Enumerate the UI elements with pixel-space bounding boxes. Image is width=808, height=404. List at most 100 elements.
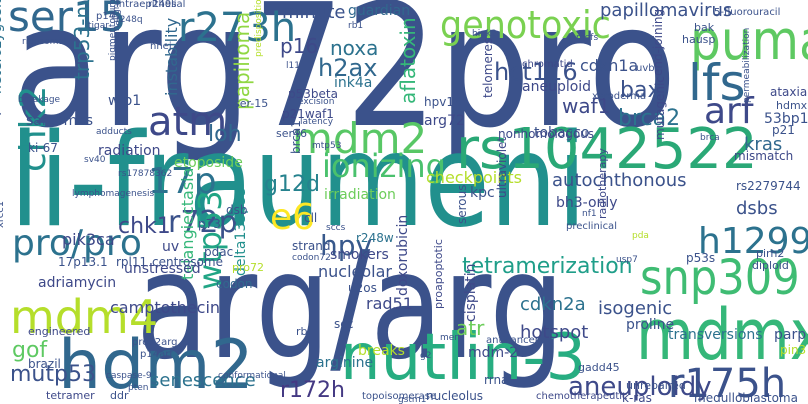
word-tobacco: tobacco <box>534 125 590 141</box>
word-pda: pda <box>632 231 649 241</box>
word-rb: rb <box>296 325 308 338</box>
word-mefs: mefs <box>576 33 599 43</box>
word-smokers: smokers <box>330 247 389 263</box>
word-p73: p73 <box>198 217 221 231</box>
word-k-ras: k-ras <box>622 391 652 404</box>
word-adducts: adducts <box>96 127 132 137</box>
word-mdm4: mdm4 <box>10 290 159 344</box>
word-predisposition: predisposition <box>254 0 264 57</box>
word-mdm2: mdm2 <box>292 114 428 163</box>
word-breakage: breakage <box>18 95 61 105</box>
word-r172h: r172h <box>280 378 345 403</box>
word-nf1: nf1 <box>582 209 597 219</box>
word-senescence: senescence <box>150 370 256 391</box>
word-sv40: sv40 <box>84 155 106 165</box>
word-codon: codon <box>216 277 253 291</box>
word-cdkn1a: cdkn1a <box>580 56 639 75</box>
word-pirh2: pirh2 <box>756 247 785 260</box>
word-arg72pro: arg72pro <box>12 0 678 166</box>
word-irradiation: irradiation <box>324 187 396 203</box>
word-p14arf: p14arf <box>140 349 173 360</box>
word-ser15: ser15 <box>8 0 127 41</box>
word-lymphomagenesis: lymphomagenesis <box>72 189 155 199</box>
word-h2ax: h2ax <box>318 54 378 82</box>
word-ultraviolet: ultraviolet <box>495 136 509 198</box>
word-sarcomas: sarcomas <box>26 113 94 129</box>
word-heterozygosity: heterozygosity <box>0 0 5 94</box>
word-telomeres: telomeres <box>481 37 495 98</box>
word-pdac: pdac <box>204 245 234 259</box>
word-ink4a: ink4a <box>334 75 373 91</box>
word-proapoptotic: proapoptotic <box>432 239 445 309</box>
word-anticancer: anticancer <box>486 335 539 346</box>
word-xrcc1: xrcc1 <box>0 200 6 228</box>
word-strand: strand <box>292 239 331 253</box>
word-hdm2: hdm2 <box>58 326 254 404</box>
word-arg72: arg72 <box>424 113 465 129</box>
word-cll: cll <box>304 211 318 225</box>
word-trp53-null: trp53-null <box>70 0 94 80</box>
word-ionizing: ionizing <box>322 147 446 185</box>
word-brca1: brca1 <box>289 120 303 154</box>
word-puma: puma <box>690 9 808 72</box>
word-aflatoxin: aflatoxin <box>396 17 420 104</box>
word-mtp53: mtp53 <box>312 141 342 151</box>
word-tetramer: tetramer <box>46 389 95 402</box>
word-dsbs: dsbs <box>736 198 778 219</box>
word-adriamycin: adriamycin <box>38 275 117 291</box>
word-pik3ca: pik3ca <box>62 230 115 249</box>
word-hotspot: hotspot <box>520 322 589 343</box>
word-r273h: r273h <box>178 5 297 51</box>
word-pten: pten <box>128 383 149 393</box>
word-cdkn2a: cdkn2a <box>520 294 586 315</box>
word-xeroderma: xeroderma <box>592 91 647 102</box>
word-p16: p16 <box>280 34 319 58</box>
word-rs1042522: rs1042522 <box>456 117 758 182</box>
word-proline: proline <box>626 317 675 333</box>
word-g12d: g12d <box>264 172 320 197</box>
word-bh3-only: bh3-only <box>556 195 618 211</box>
word-h1299: h1299 <box>698 221 808 262</box>
word-pigmentosum: pigmentosum <box>108 0 118 61</box>
word-ataxia: ataxia <box>770 85 808 99</box>
word-nutlin-3: nutlin-3 <box>340 321 587 395</box>
word-serous: serous <box>455 184 469 224</box>
word-etoposide: etoposide <box>174 155 243 171</box>
word-r72p: r72p <box>168 205 238 240</box>
word-dsb: dsb <box>226 203 248 217</box>
word-p53s: p53s <box>686 251 716 265</box>
word-hpv16: hpv16 <box>424 95 462 109</box>
word-gof: gof <box>12 338 48 363</box>
word-guardian: guardian <box>348 3 411 19</box>
word-pro72arg: pro72arg <box>132 337 178 348</box>
word-5-fluorouracil: 5-fluorouracil <box>714 7 781 18</box>
word-hpv: hpv <box>320 229 373 262</box>
word-g2: g2 <box>420 351 432 361</box>
word-atr: atr <box>456 316 485 340</box>
word-ser-15: ser-15 <box>234 97 269 110</box>
word-wip1: wip1 <box>108 93 142 109</box>
word-pro72: pro72 <box>232 261 264 274</box>
word-rrna: rrna <box>484 373 509 387</box>
word-parp: parp <box>774 327 807 343</box>
word-usp7: usp7 <box>616 255 638 265</box>
word-permeabilization: permeabilization <box>742 27 752 103</box>
word-gstm1: gstm1 <box>398 395 427 404</box>
word-tetramerization: tetramerization <box>462 254 633 279</box>
word-engineered: engineered <box>28 325 91 338</box>
word-doxorubicin: doxorubicin <box>395 214 411 296</box>
word-ki-67: ki-67 <box>28 141 58 155</box>
word-brca2: brca2 <box>618 106 681 131</box>
word-ser46: ser46 <box>276 127 308 140</box>
word-rs2279744: rs2279744 <box>736 179 801 193</box>
word-brazil: brazil <box>28 357 61 371</box>
word-tigar: tigar <box>88 21 109 31</box>
word-53bp1: 53bp1 <box>764 111 808 127</box>
word-chromatid: chromatid <box>522 59 573 70</box>
word-bak: bak <box>694 21 715 34</box>
word-nonhomologous: nonhomologous <box>498 127 595 141</box>
word-intraepithelial: intraepithelial <box>116 0 186 10</box>
word-transversions: transversions <box>668 327 763 343</box>
word-r249s: r249s <box>148 0 177 10</box>
word-rb1: rb1 <box>348 21 364 31</box>
